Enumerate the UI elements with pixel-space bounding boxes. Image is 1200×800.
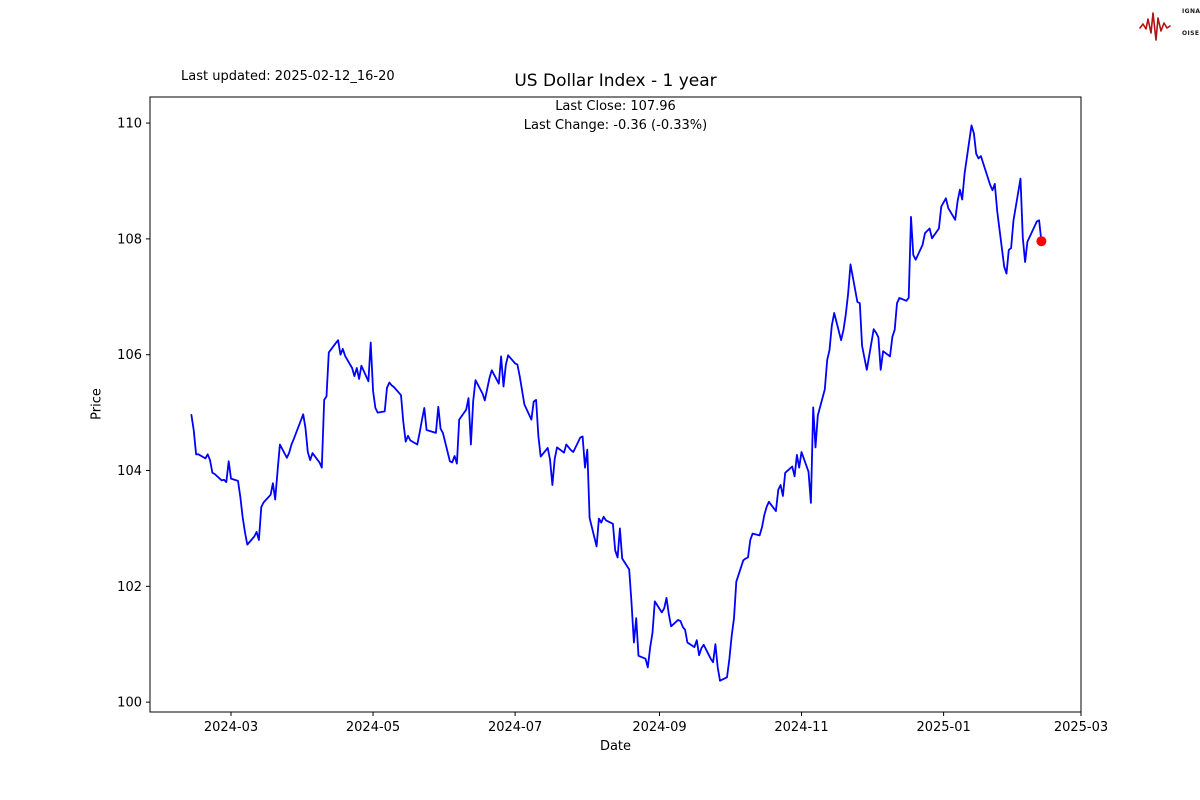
last-change-text: Last Change: -0.36 (-0.33%): [523, 118, 708, 133]
y-tick-label: 100: [117, 696, 142, 711]
logo-row-noise: N OISE: [1173, 30, 1200, 37]
x-tick-label: 2025-01: [916, 720, 970, 735]
logo-letter-n: N: [1173, 30, 1180, 37]
last-close-text: Last Close: 107.96: [555, 99, 676, 114]
y-axis-label: Price: [89, 388, 105, 420]
x-tick-label: 2024-05: [346, 720, 400, 735]
y-tick-label: 108: [117, 232, 142, 247]
chart-subtitle: Last Close: 107.96 Last Change: -0.36 (-…: [150, 97, 1081, 135]
y-tick-label: 106: [117, 348, 142, 363]
logo-row-2: 2: [1172, 17, 1200, 28]
waveform-icon: [1139, 12, 1171, 41]
x-tick-label: 2024-03: [204, 720, 258, 735]
x-tick-label: 2024-11: [774, 720, 828, 735]
x-tick-label: 2025-03: [1054, 720, 1108, 735]
x-tick-label: 2024-07: [488, 720, 542, 735]
y-tick-label: 102: [117, 580, 142, 595]
y-tick-label: 104: [117, 464, 142, 479]
chart-title: US Dollar Index - 1 year: [514, 71, 717, 91]
logo-letter-s: S: [1174, 8, 1179, 15]
last-updated-text: Last updated: 2025-02-12_16-20: [181, 69, 395, 84]
plot-frame: [149, 96, 1082, 713]
x-axis-label: Date: [599, 739, 632, 754]
price-line: [190, 124, 1043, 682]
x-tick-label: 2024-09: [632, 720, 686, 735]
last-close-marker: [1036, 236, 1047, 247]
logo-letter-2: 2: [1174, 19, 1179, 26]
y-tick-label: 110: [117, 117, 142, 132]
logo-row-signal: SIGNAL: [1172, 6, 1200, 17]
